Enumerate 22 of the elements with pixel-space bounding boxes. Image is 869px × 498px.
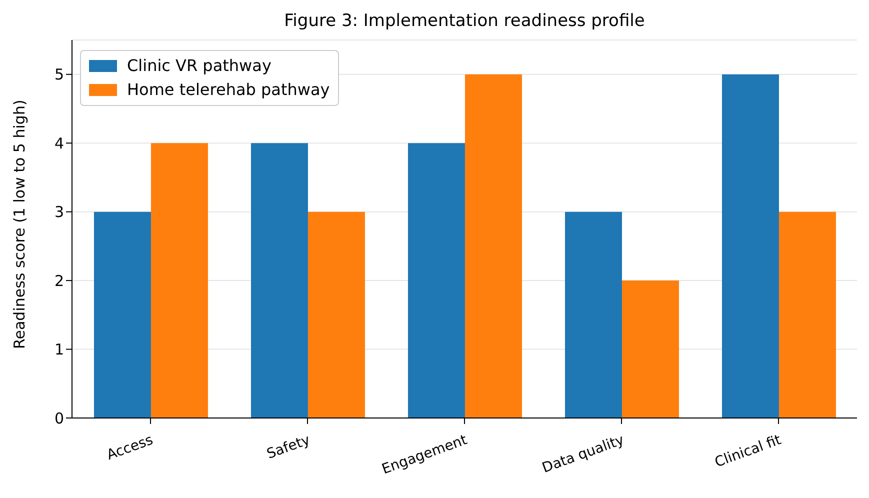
bar	[250, 143, 308, 418]
bar	[564, 212, 622, 418]
y-tick-label: 2	[54, 272, 64, 290]
legend-label: Clinic VR pathway	[127, 55, 272, 77]
x-tick-label: Safety	[264, 432, 312, 462]
y-tick-label: 3	[54, 203, 64, 222]
y-tick-label: 5	[54, 66, 64, 84]
bar	[94, 212, 151, 418]
y-axis-title: Readiness score (1 low to 5 high)	[10, 100, 28, 349]
bar	[722, 74, 779, 418]
x-tick-label: Access	[104, 432, 156, 464]
y-tick-label: 1	[54, 340, 64, 359]
bar	[308, 212, 365, 418]
y-tick-label: 0	[54, 409, 64, 428]
y-tick-label: 4	[54, 134, 64, 152]
bar	[464, 74, 522, 418]
legend-label: Home telerehab pathway	[127, 79, 330, 101]
bar	[408, 143, 465, 418]
chart-title: Figure 3: Implementation readiness profile	[283, 10, 646, 33]
bar	[150, 143, 208, 418]
bar	[622, 280, 679, 418]
bar	[778, 212, 836, 418]
